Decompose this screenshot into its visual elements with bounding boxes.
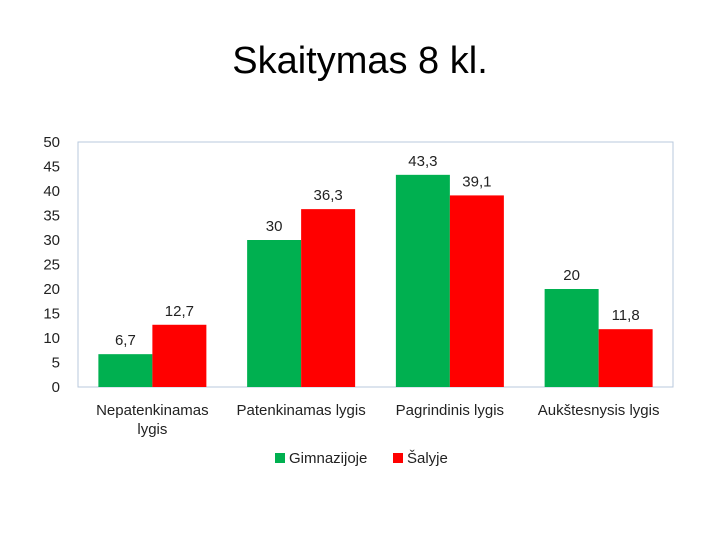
category-label: Aukštesnysis lygis: [538, 402, 660, 419]
legend-label: Šalyje: [407, 450, 448, 467]
y-tick-label: 15: [43, 306, 60, 323]
bar-salyje: [301, 209, 356, 387]
bar-gimnazijoje: [98, 354, 153, 387]
data-label: 39,1: [462, 173, 491, 190]
data-label: 30: [266, 218, 283, 235]
legend-swatch: [275, 453, 285, 463]
y-axis: 0 5 10 15 20 25 30 35 40 45 50: [43, 134, 60, 396]
bar-salyje: [598, 329, 653, 387]
y-tick-label: 0: [52, 379, 60, 396]
legend-swatch: [393, 453, 403, 463]
data-label: 6,7: [115, 332, 136, 349]
bar-gimnazijoje: [247, 240, 302, 387]
y-tick-label: 20: [43, 281, 60, 298]
category-label: lygis: [137, 421, 167, 438]
category-label: Patenkinamas lygis: [237, 402, 366, 419]
category-label: Nepatenkinamas: [96, 402, 209, 419]
y-tick-label: 25: [43, 257, 60, 274]
plot-area-border: [77, 141, 674, 388]
category-label: Pagrindinis lygis: [396, 402, 504, 419]
y-tick-label: 45: [43, 159, 60, 176]
category-labels: Nepatenkinamas lygis Patenkinamas lygis Pag…: [96, 402, 659, 438]
data-label: 20: [563, 267, 580, 284]
bar-gimnazijoje: [544, 289, 599, 387]
y-tick-label: 5: [52, 355, 60, 372]
data-labels: 6,7 12,7 30 36,3 43,3 39,1 20 11,8: [115, 153, 640, 349]
y-tick-label: 10: [43, 330, 60, 347]
bars: [98, 174, 653, 387]
bar-salyje: [449, 195, 504, 387]
data-label: 36,3: [314, 187, 343, 204]
legend-label: Gimnazijoje: [289, 450, 367, 467]
data-label: 43,3: [408, 153, 437, 170]
legend: Gimnazijoje Šalyje: [275, 450, 448, 467]
y-tick-label: 30: [43, 232, 60, 249]
y-tick-label: 40: [43, 183, 60, 200]
data-label: 11,8: [612, 307, 640, 324]
y-tick-label: 50: [43, 134, 60, 151]
bar-salyje: [152, 324, 207, 387]
chart-title: Skaitymas 8 kl.: [232, 40, 488, 82]
bar-gimnazijoje: [395, 174, 450, 387]
y-tick-label: 35: [43, 208, 60, 225]
data-label: 12,7: [165, 303, 194, 320]
